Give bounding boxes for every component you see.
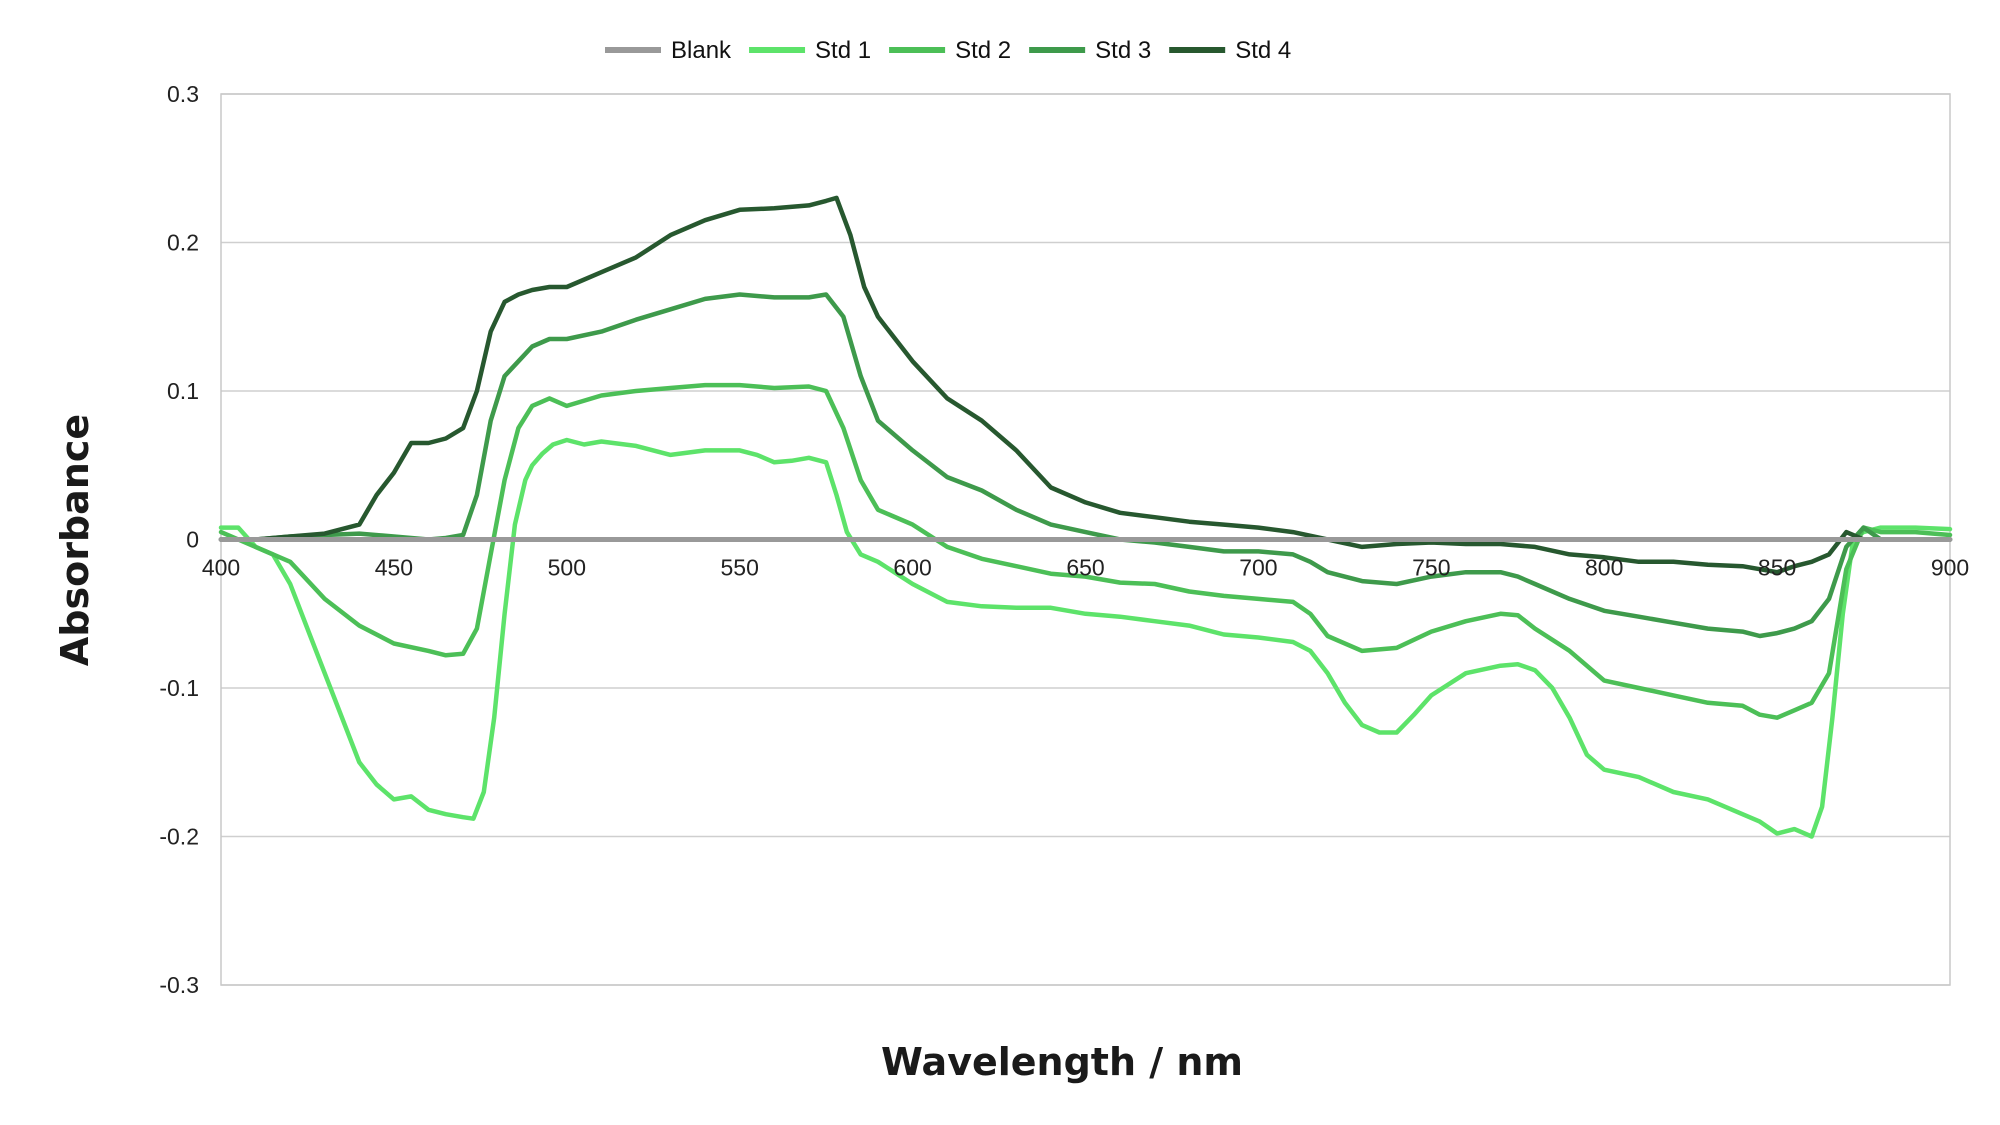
y-tick-label: 0.1 [167,378,199,404]
x-tick-label: 550 [721,555,759,581]
x-tick-label: 650 [1066,555,1104,581]
y-axis-title: Absorbance [53,414,97,666]
legend-label: Std 3 [1095,37,1151,64]
series-line-std-1 [218,437,1953,839]
y-tick-label: 0.3 [167,81,199,107]
x-tick-label: 400 [202,555,240,581]
y-tick-label: -0.2 [159,824,199,850]
y-tick-label: -0.3 [159,972,199,998]
x-tick-label: 500 [548,555,586,581]
y-axis-ticks: 0.3 0.2 0.1 0 -0.1 -0.2 -0.3 [159,81,199,998]
x-tick-label: 800 [1585,555,1623,581]
x-tick-label: 900 [1931,555,1969,581]
series-lines [218,195,1953,839]
series-line-std-3 [218,292,1953,639]
legend-label: Blank [671,37,732,64]
x-axis-title: Wavelength / nm [881,1040,1243,1084]
legend: Blank Std 1 Std 2 Std 3 Std 4 [605,37,1291,64]
y-tick-label: 0 [186,527,199,553]
x-tick-label: 600 [893,555,931,581]
x-axis-ticks: 400 450 500 550 600 650 700 750 800 850 900 [202,555,1969,581]
x-tick-label: 700 [1239,555,1277,581]
legend-label: Std 2 [955,37,1011,64]
series-line-std-4 [218,195,1953,575]
x-tick-label: 450 [375,555,413,581]
x-tick-label: 850 [1758,555,1796,581]
y-tick-label: -0.1 [159,675,199,701]
legend-label: Std 1 [815,37,871,64]
x-tick-label: 750 [1412,555,1450,581]
y-tick-label: 0.2 [167,230,199,256]
series-line-std-2 [218,382,1953,720]
legend-label: Std 4 [1235,37,1291,64]
